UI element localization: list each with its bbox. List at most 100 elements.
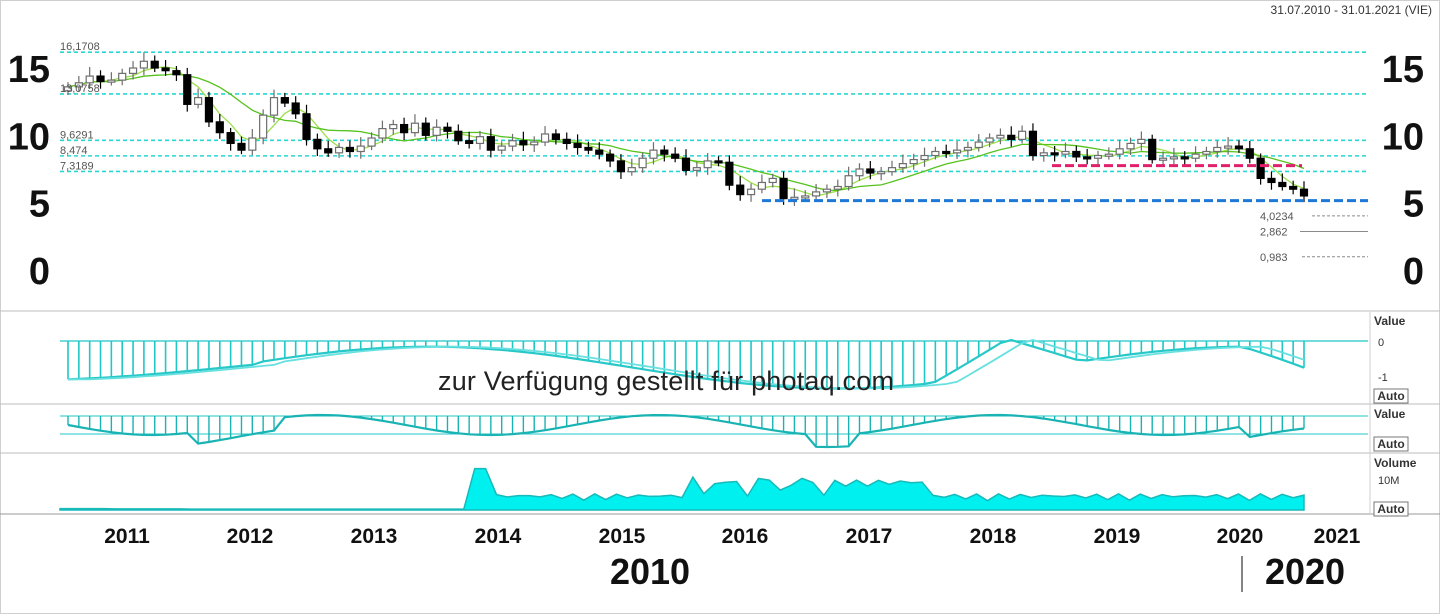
candle-body xyxy=(259,114,268,139)
candle-body xyxy=(779,177,788,200)
candle-body xyxy=(334,146,344,154)
y-tick-left: 10 xyxy=(8,116,50,158)
candle-body xyxy=(345,146,354,153)
candle-body xyxy=(150,60,159,69)
y-tick-right: 10 xyxy=(1382,116,1424,158)
candle-body xyxy=(1191,153,1200,159)
candle-body xyxy=(465,140,474,145)
x-tick-label: 2016 xyxy=(722,525,769,548)
candle-body xyxy=(1202,150,1211,155)
x-tick-label: 2017 xyxy=(846,525,893,548)
candle-body xyxy=(269,97,279,116)
candle-body xyxy=(1072,150,1081,158)
auto-scale-button[interactable]: Auto xyxy=(1373,388,1409,404)
indicator-label: Volume xyxy=(1374,456,1417,470)
candle-body xyxy=(486,136,495,151)
candle-body xyxy=(421,122,430,136)
candle-body xyxy=(898,163,907,169)
candle-body xyxy=(1115,148,1124,155)
candle-body xyxy=(530,141,539,146)
candle-body xyxy=(237,142,246,151)
candle-body xyxy=(1158,157,1168,161)
auto-button-frame xyxy=(1373,501,1409,517)
candle-body xyxy=(1299,188,1309,197)
candle-body xyxy=(313,138,322,150)
indicator-tick: 10M xyxy=(1378,475,1399,487)
level-label: 9,6291 xyxy=(60,129,94,141)
candle-body xyxy=(714,160,723,164)
x-tick-label: 2018 xyxy=(970,525,1017,548)
candle-body xyxy=(801,195,810,199)
candle-body xyxy=(204,97,214,123)
indicator-tick: 0 xyxy=(1378,337,1384,349)
candle-body xyxy=(519,140,528,146)
candle-body xyxy=(671,153,680,159)
candle-body xyxy=(1083,156,1092,160)
candle-body xyxy=(96,75,105,83)
candle-body xyxy=(400,123,409,134)
indicator-tick: -1 xyxy=(1378,372,1388,384)
era-label: 2010 xyxy=(610,551,690,592)
candle-body xyxy=(790,196,799,200)
y-tick-right: 5 xyxy=(1403,184,1424,226)
candle-body xyxy=(606,153,615,162)
candle-body xyxy=(573,142,582,149)
candle-body xyxy=(1061,150,1070,155)
candle-body xyxy=(822,188,832,193)
candle-body xyxy=(1289,185,1298,190)
candle-body xyxy=(118,72,127,81)
candle-body xyxy=(920,154,929,161)
candle-body xyxy=(952,149,962,154)
auto-button-frame xyxy=(1373,436,1409,452)
candle-body xyxy=(649,149,658,159)
auto-button-frame xyxy=(1373,388,1409,404)
candle-body xyxy=(627,167,636,173)
candle-body xyxy=(996,134,1005,139)
oscillator-line xyxy=(68,339,1305,390)
candle-body xyxy=(107,79,116,83)
x-tick-label: 2015 xyxy=(599,525,646,548)
candle-body xyxy=(638,157,647,169)
candle-body xyxy=(703,160,712,169)
candle-body xyxy=(768,177,777,184)
candle-body xyxy=(139,60,148,69)
y-tick-right: 15 xyxy=(1382,49,1424,91)
candle-body xyxy=(660,149,669,155)
candle-body xyxy=(302,113,311,140)
candle-body xyxy=(410,122,420,134)
candle-body xyxy=(1169,156,1178,160)
fast-moving-average-line xyxy=(67,66,1305,197)
auto-scale-button[interactable]: Auto xyxy=(1373,501,1409,517)
candle-body xyxy=(172,70,181,76)
candle-body xyxy=(1180,156,1189,160)
candle-body xyxy=(746,188,756,196)
candle-body xyxy=(562,138,571,145)
candle-body xyxy=(291,102,300,115)
candle-body xyxy=(1267,177,1276,184)
candle-body xyxy=(367,137,376,147)
candle-body xyxy=(183,74,192,105)
candle-body xyxy=(226,132,235,145)
auto-scale-button[interactable]: Auto xyxy=(1373,436,1409,452)
candle-body xyxy=(454,130,463,142)
y-tick-left: 0 xyxy=(29,251,50,293)
candle-body xyxy=(443,126,452,132)
candle-body xyxy=(1256,157,1265,180)
candle-body xyxy=(1278,181,1287,188)
candle-body xyxy=(812,191,821,197)
candle-body xyxy=(128,67,138,74)
level-label: 8,474 xyxy=(60,145,88,157)
candle-body xyxy=(584,146,593,151)
candle-body xyxy=(1213,146,1222,153)
candle-body xyxy=(432,126,441,136)
candle-body xyxy=(616,160,626,173)
candle-body xyxy=(1245,148,1254,159)
candle-body xyxy=(681,157,691,171)
candle-body xyxy=(974,141,983,149)
candle-body xyxy=(475,136,485,145)
x-tick-label: 2011 xyxy=(104,525,150,548)
candle-body xyxy=(280,97,289,104)
candle-body xyxy=(324,148,333,154)
